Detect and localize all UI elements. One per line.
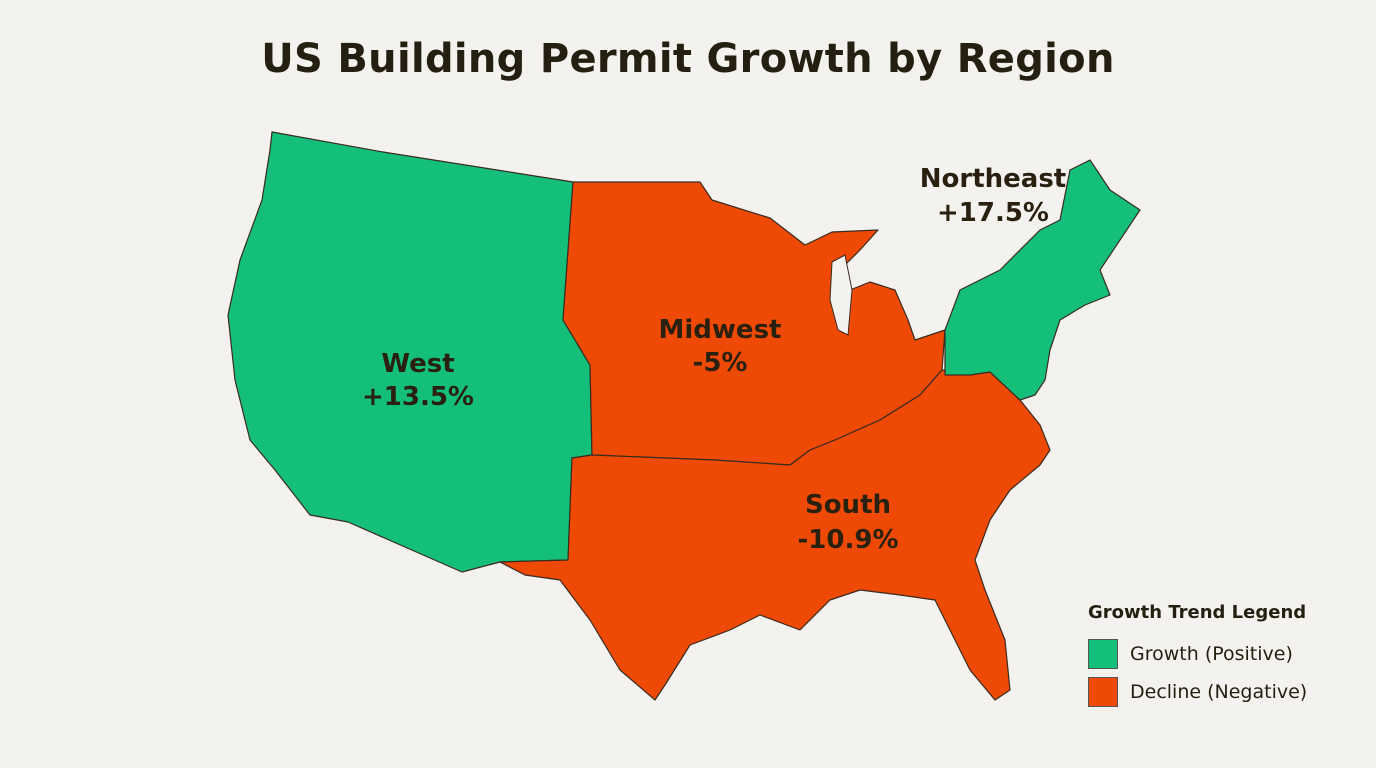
label-northeast-name: Northeast [920, 164, 1066, 194]
legend-title: Growth Trend Legend [1088, 602, 1307, 623]
legend-item-decline: Decline (Negative) [1088, 673, 1307, 711]
region-northeast [944, 159, 1141, 401]
legend: Growth Trend Legend Growth (Positive) De… [1088, 602, 1307, 711]
legend-label-growth: Growth (Positive) [1130, 643, 1293, 665]
label-west-name: West [381, 349, 454, 379]
legend-swatch-decline [1088, 677, 1118, 707]
legend-swatch-growth [1088, 639, 1118, 669]
region-south [499, 369, 1051, 701]
lake-michigan [829, 254, 853, 336]
label-south-value: -10.9% [798, 525, 899, 555]
label-northeast-value: +17.5% [937, 198, 1049, 228]
label-midwest-value: -5% [693, 348, 748, 378]
legend-label-decline: Decline (Negative) [1130, 681, 1308, 703]
map-title: US Building Permit Growth by Region [261, 36, 1115, 82]
label-south-name: South [805, 490, 891, 520]
label-west-value: +13.5% [362, 382, 474, 412]
legend-item-growth: Growth (Positive) [1088, 635, 1307, 673]
label-midwest-name: Midwest [659, 315, 782, 345]
